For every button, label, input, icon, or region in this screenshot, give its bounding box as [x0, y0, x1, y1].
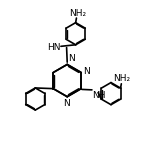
Text: NH₂: NH₂: [114, 75, 131, 84]
Text: NH: NH: [92, 91, 106, 100]
Text: N: N: [64, 99, 70, 108]
Text: N: N: [68, 54, 75, 63]
Text: N: N: [83, 67, 90, 76]
Text: HN: HN: [47, 43, 61, 52]
Text: NH₂: NH₂: [69, 9, 86, 18]
